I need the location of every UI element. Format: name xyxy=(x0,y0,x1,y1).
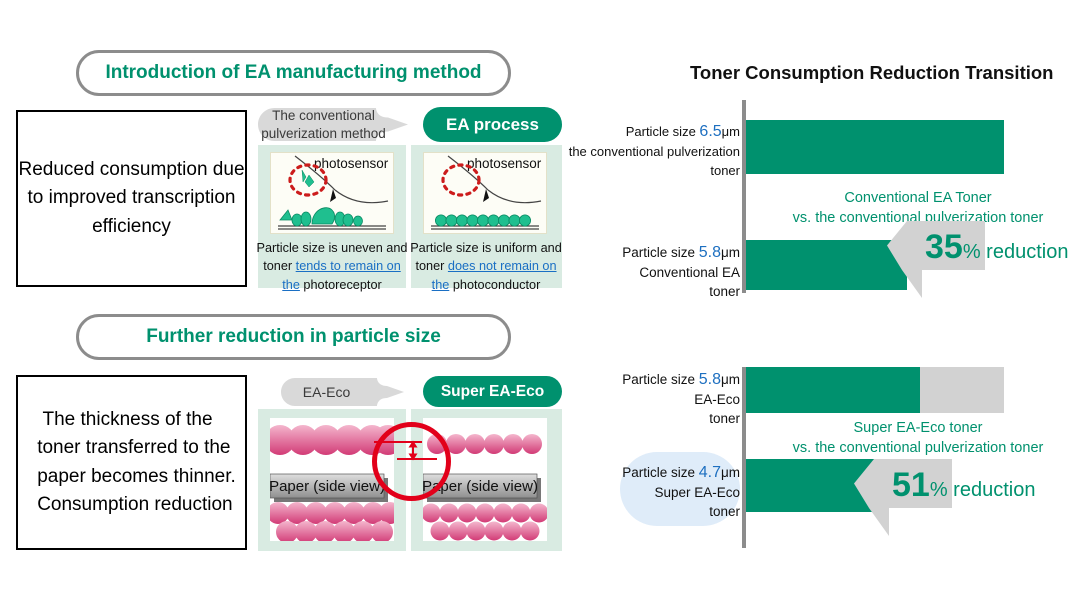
svg-text:Paper (side view): Paper (side view) xyxy=(270,478,385,495)
